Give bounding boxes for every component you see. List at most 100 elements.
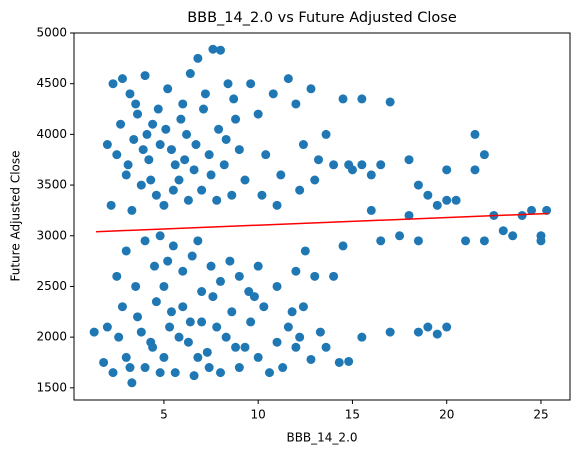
x-tick-label: 20 [439, 408, 454, 422]
scatter-point [127, 205, 137, 215]
scatter-point [264, 368, 274, 378]
scatter-point [189, 371, 199, 381]
scatter-point [234, 145, 244, 155]
scatter-point [140, 236, 150, 246]
scatter-point [133, 312, 143, 322]
scatter-point [470, 165, 480, 175]
scatter-point [197, 185, 207, 195]
scatter-point [125, 89, 135, 99]
scatter-point [159, 281, 169, 291]
scatter-point [102, 322, 112, 332]
scatter-point [114, 332, 124, 342]
scatter-point [142, 129, 152, 139]
x-tick-label: 10 [251, 408, 266, 422]
scatter-point [278, 363, 288, 373]
scatter-point [295, 185, 305, 195]
scatter-point [185, 317, 195, 327]
scatter-point [291, 99, 301, 109]
scatter-point [159, 200, 169, 210]
scatter-point [508, 231, 518, 241]
y-tick-label: 5000 [36, 26, 67, 40]
scatter-point [121, 246, 131, 256]
y-tick-label: 4000 [36, 127, 67, 141]
scatter-point [102, 140, 112, 150]
scatter-point [165, 322, 175, 332]
scatter-point [148, 119, 158, 129]
y-tick-label: 1500 [36, 380, 67, 394]
scatter-point [291, 342, 301, 352]
scatter-point [413, 236, 423, 246]
scatter-point [246, 79, 256, 89]
scatter-point [168, 241, 178, 251]
scatter-point [366, 205, 376, 215]
x-tick-label: 25 [533, 408, 548, 422]
scatter-point [329, 160, 339, 170]
scatter-point [153, 104, 163, 114]
scatter-point [221, 332, 231, 342]
y-tick-label: 2000 [36, 330, 67, 344]
scatter-point [479, 150, 489, 160]
y-tick-label: 4500 [36, 76, 67, 90]
scatter-point [108, 368, 118, 378]
scatter-point [442, 165, 452, 175]
scatter-point [253, 261, 263, 271]
scatter-point [117, 302, 127, 312]
scatter-point [315, 327, 325, 337]
scatter-point [155, 140, 165, 150]
scatter-point [310, 175, 320, 185]
scatter-point [182, 129, 192, 139]
scatter-point [112, 150, 122, 160]
scatter-point [357, 332, 367, 342]
scatter-point [334, 357, 344, 367]
scatter-point [123, 160, 133, 170]
scatter-point [174, 175, 184, 185]
scatter-point [225, 256, 235, 266]
scatter-point [106, 200, 116, 210]
scatter-point [136, 327, 146, 337]
scatter-point [234, 271, 244, 281]
scatter-point [479, 236, 489, 246]
scatter-point [413, 327, 423, 337]
scatter-point [231, 342, 241, 352]
scatter-point [138, 145, 148, 155]
scatter-point [178, 266, 188, 276]
scatter-point [125, 363, 135, 373]
scatter-point [185, 69, 195, 79]
scatter-point [413, 180, 423, 190]
scatter-point [423, 322, 433, 332]
scatter-point [180, 155, 190, 165]
scatter-point [146, 175, 156, 185]
scatter-point [131, 281, 141, 291]
scatter-point [357, 94, 367, 104]
scatter-point [385, 327, 395, 337]
scatter-point [129, 134, 139, 144]
scatter-point [149, 261, 159, 271]
scatter-point [170, 368, 180, 378]
x-tick-label: 15 [345, 408, 360, 422]
scatter-point [295, 332, 305, 342]
scatter-point [219, 160, 229, 170]
scatter-point [272, 281, 282, 291]
scatter-point [131, 99, 141, 109]
scatter-point [178, 99, 188, 109]
scatter-point [517, 210, 527, 220]
scatter-point [442, 322, 452, 332]
scatter-point [321, 129, 331, 139]
scatter-point [215, 368, 225, 378]
scatter-point [178, 302, 188, 312]
scatter-point [174, 332, 184, 342]
scatter-point [234, 363, 244, 373]
scatter-point [298, 302, 308, 312]
scatter-point [187, 251, 197, 261]
scatter-point [127, 378, 137, 388]
scatter-point [300, 246, 310, 256]
scatter-point [287, 307, 297, 317]
scatter-point [306, 354, 316, 364]
scatter-point [170, 160, 180, 170]
scatter-point [108, 79, 118, 89]
scatter-point [310, 271, 320, 281]
scatter-point [191, 140, 201, 150]
scatter-point [227, 190, 237, 200]
scatter-point [376, 160, 386, 170]
scatter-point [240, 342, 250, 352]
